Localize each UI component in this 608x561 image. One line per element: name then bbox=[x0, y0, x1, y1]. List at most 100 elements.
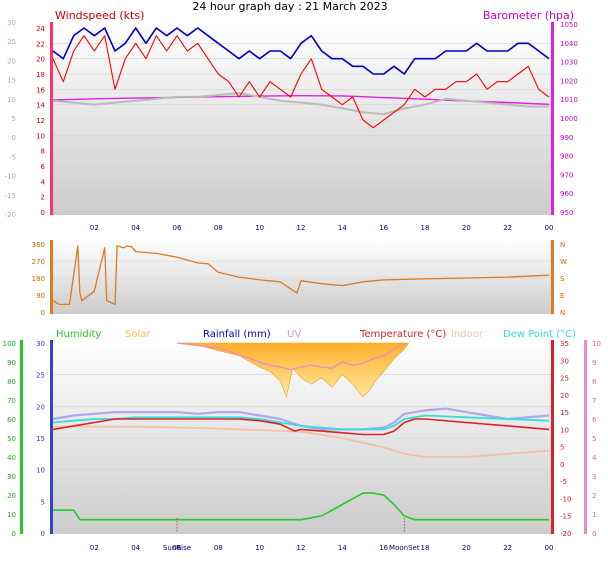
temperature-tick-label: 25 bbox=[560, 375, 569, 383]
indoor-line bbox=[53, 425, 550, 458]
uv-tick-label: 7 bbox=[592, 397, 596, 405]
temperature-tick-label: -5 bbox=[560, 478, 567, 486]
x-tick-label: 18 bbox=[421, 544, 430, 552]
outer-left-tick-label: -5 bbox=[9, 153, 16, 161]
event-marker-label: MoonSet bbox=[389, 544, 420, 552]
temperature-right-axis-bar bbox=[551, 340, 554, 534]
barometer-tick-label: 1030 bbox=[560, 59, 578, 67]
temperature-tick-label: 15 bbox=[560, 409, 569, 417]
wind-plot-area bbox=[50, 22, 553, 215]
outer-left-tick-label: -10 bbox=[5, 173, 16, 181]
outer-left-tick-label: 20 bbox=[7, 57, 16, 65]
uv-tick-label: 0 bbox=[592, 530, 596, 538]
outer-left-tick-label: 25 bbox=[7, 38, 16, 46]
outer-left-tick-label: -20 bbox=[5, 211, 16, 219]
legend-entry: Temperature (°C) bbox=[359, 329, 446, 340]
outer-left-tick-label: 0 bbox=[12, 134, 16, 142]
windspeed-label: Windspeed (kts) bbox=[55, 9, 144, 22]
x-tick-label: 04 bbox=[131, 544, 140, 552]
compass-tick-label: W bbox=[560, 258, 567, 266]
uv-tick-label: 5 bbox=[592, 435, 596, 443]
direction-tick-label: 270 bbox=[32, 258, 45, 266]
x-tick-label: 22 bbox=[503, 544, 512, 552]
direction-right-axis-bar bbox=[551, 240, 554, 314]
temperature-tick-label: -20 bbox=[560, 530, 571, 538]
barometer-tick-label: 980 bbox=[560, 153, 573, 161]
windspeed-tick-label: 22 bbox=[36, 40, 45, 48]
temperature-tick-label: -15 bbox=[560, 513, 571, 521]
chart-title: 24 hour graph day : 21 March 2023 bbox=[192, 0, 387, 13]
temperature-tick-label: 5 bbox=[560, 444, 564, 452]
x-tick-label: 16 bbox=[379, 224, 388, 232]
x-tick-label: 08 bbox=[214, 544, 223, 552]
uv-tick-label: 10 bbox=[592, 340, 601, 348]
x-tick-label: 18 bbox=[421, 224, 430, 232]
wind-direction-panel: 360 270 180 90 0 N W S E N bbox=[32, 240, 567, 317]
temperature-tick-label: -10 bbox=[560, 495, 571, 503]
compass-tick-label: N bbox=[560, 309, 565, 317]
wind-average-line bbox=[52, 27, 550, 75]
windspeed-tick-label: 10 bbox=[36, 132, 45, 140]
barometer-tick-label: 970 bbox=[560, 171, 573, 179]
x-tick-label: 10 bbox=[255, 544, 264, 552]
direction-left-axis-bar bbox=[50, 240, 53, 314]
uv-tick-label: 6 bbox=[592, 416, 597, 424]
uv-tick-label: 9 bbox=[592, 359, 596, 367]
rainfall-tick-label: 25 bbox=[36, 372, 45, 380]
humidity-tick-label: 100 bbox=[3, 340, 16, 348]
humidity-axis-bar bbox=[20, 340, 23, 534]
compass-tick-label: S bbox=[560, 275, 565, 283]
compass-tick-label: E bbox=[560, 292, 564, 300]
uv-tick-label: 4 bbox=[592, 454, 597, 462]
barometer-tick-label: 960 bbox=[560, 190, 573, 198]
temperature-tick-label: 0 bbox=[560, 461, 564, 469]
x-tick-label: 20 bbox=[462, 224, 471, 232]
x-tick-label: 08 bbox=[214, 224, 223, 232]
outer-left-tick-label: 15 bbox=[7, 77, 16, 85]
rainfall-tick-label: 30 bbox=[36, 340, 45, 348]
direction-plot-area bbox=[50, 240, 553, 314]
x-tick-label: 14 bbox=[338, 224, 347, 232]
humidity-tick-label: 0 bbox=[12, 530, 16, 538]
uv-line bbox=[176, 342, 405, 371]
rainfall-tick-label: 15 bbox=[36, 435, 45, 443]
rainfall-tick-label: 0 bbox=[41, 530, 45, 538]
direction-tick-label: 180 bbox=[32, 275, 45, 283]
x-tick-label: 20 bbox=[462, 544, 471, 552]
humidity-line bbox=[53, 492, 549, 521]
uv-tick-label: 3 bbox=[592, 473, 596, 481]
windspeed-tick-label: 6 bbox=[41, 163, 46, 171]
x-tick-label: 10 bbox=[255, 224, 264, 232]
windspeed-tick-label: 12 bbox=[36, 117, 45, 125]
direction-tick-label: 0 bbox=[41, 309, 45, 317]
rainfall-tick-label: 10 bbox=[36, 467, 45, 475]
humidity-tick-label: 80 bbox=[7, 378, 16, 386]
direction-tick-label: 90 bbox=[36, 292, 45, 300]
windspeed-tick-label: 2 bbox=[41, 194, 45, 202]
windspeed-tick-label: 24 bbox=[36, 25, 45, 33]
legend-entry: Dew Point (°C) bbox=[503, 329, 576, 340]
uv-axis-bar bbox=[584, 340, 587, 534]
legend-entry: Rainfall (mm) bbox=[203, 329, 271, 340]
windspeed-tick-label: 0 bbox=[41, 209, 45, 217]
wind-left-axis-bar bbox=[50, 22, 53, 215]
dewpoint-line bbox=[52, 414, 550, 431]
compass-tick-label: N bbox=[560, 241, 565, 249]
wind-right-axis-bar bbox=[551, 22, 554, 215]
x-tick-label: 04 bbox=[131, 224, 140, 232]
windspeed-tick-label: 8 bbox=[41, 148, 45, 156]
barometer-tick-label: 1000 bbox=[560, 115, 578, 123]
humidity-tick-label: 70 bbox=[7, 397, 16, 405]
feels-like-line bbox=[52, 407, 550, 431]
windspeed-tick-label: 20 bbox=[36, 56, 45, 64]
barometer-tick-label: 1010 bbox=[560, 96, 578, 104]
rainfall-tick-label: 5 bbox=[41, 498, 45, 506]
temperature-line bbox=[52, 418, 550, 436]
x-tick-label: 00 bbox=[545, 224, 554, 232]
direction-tick-label: 360 bbox=[32, 241, 45, 249]
outer-left-tick-label: 30 bbox=[7, 19, 16, 27]
barometer-label: Barometer (hpa) bbox=[483, 9, 574, 22]
temperature-tick-label: 10 bbox=[560, 426, 569, 434]
temperature-tick-label: 30 bbox=[560, 357, 569, 365]
wind-direction-line bbox=[52, 245, 550, 306]
